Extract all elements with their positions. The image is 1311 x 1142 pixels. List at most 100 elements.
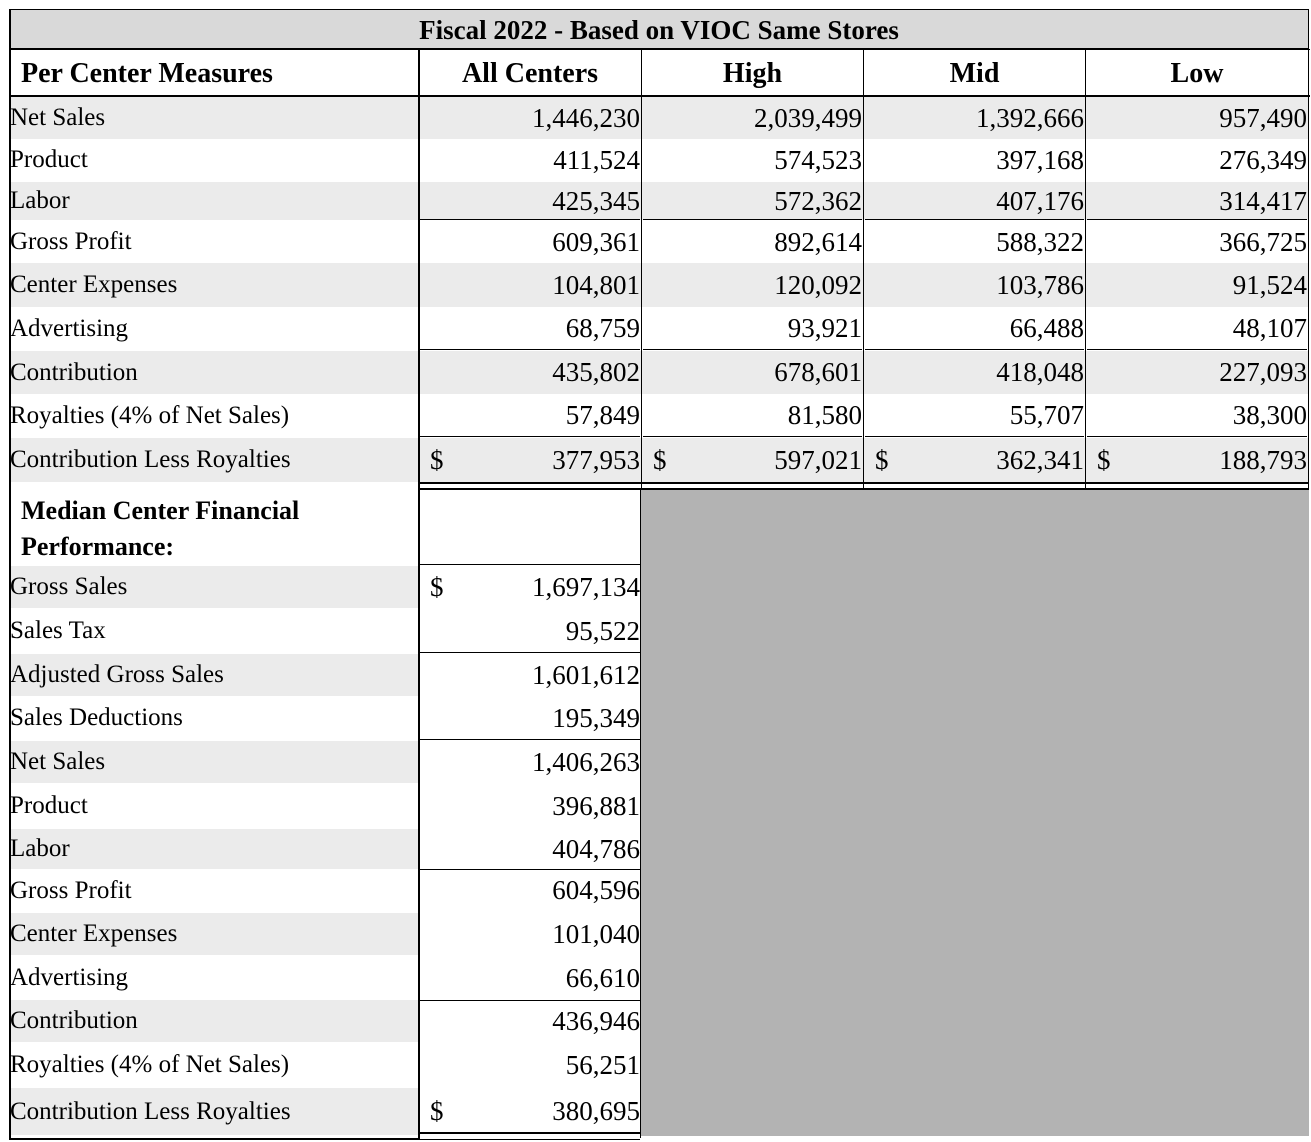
currency-symbol: $	[430, 572, 444, 602]
table-cell-value: 597,021	[774, 445, 862, 475]
row-shade	[11, 263, 1309, 307]
row-label: Product	[10, 792, 88, 819]
row-label: Advertising	[10, 964, 129, 991]
row-shade	[11, 438, 1309, 482]
grid-line	[643, 436, 862, 437]
header-col-mid: Mid	[949, 58, 1000, 89]
row-shade	[11, 566, 420, 608]
table-title: Fiscal 2022 - Based on VIOC Same Stores	[9, 9, 1309, 49]
grid-line	[418, 49, 420, 1138]
empty-gray-block	[641, 490, 1309, 1136]
table-cell-value: 892,614	[774, 227, 862, 257]
table-cell-value: 418,048	[996, 357, 1084, 387]
grid-line	[1087, 349, 1307, 350]
grid-line	[1085, 49, 1086, 490]
table-cell-value: 1,446,230	[532, 103, 640, 133]
grid-line	[420, 1139, 640, 1140]
row-label: Labor	[10, 187, 70, 214]
grid-line	[420, 564, 640, 565]
currency-symbol: $	[430, 1096, 444, 1126]
grid-line	[420, 436, 640, 437]
median-section-heading-line2: Performance:	[21, 532, 175, 561]
table-cell-value: 314,417	[1219, 186, 1307, 216]
grid-line	[865, 436, 1084, 437]
table-cell-value: 380,695	[552, 1096, 640, 1126]
table-cell-value: 91,524	[1232, 270, 1307, 300]
table-cell-value: 56,251	[565, 1050, 640, 1080]
row-label: Sales Tax	[10, 617, 106, 644]
grid-line	[9, 49, 1310, 50]
row-label: Contribution	[10, 1007, 138, 1034]
row-label: Contribution	[10, 359, 138, 386]
row-label: Contribution Less Royalties	[10, 446, 291, 473]
table-cell-value: 227,093	[1219, 357, 1307, 387]
table-cell-value: 411,524	[553, 145, 640, 175]
grid-line	[420, 349, 640, 350]
grid-line	[1308, 9, 1309, 490]
row-label: Sales Deductions	[10, 704, 183, 731]
table-cell-value: 95,522	[565, 616, 640, 646]
grid-line	[865, 349, 1084, 350]
row-label: Gross Profit	[10, 228, 132, 255]
table-cell-value: 436,946	[552, 1006, 640, 1036]
row-shade	[11, 182, 1309, 220]
table-cell-value: 38,300	[1232, 400, 1307, 430]
grid-line	[420, 488, 1308, 490]
row-label: Royalties (4% of Net Sales)	[10, 1051, 290, 1078]
row-shade	[11, 351, 1309, 394]
table-cell-value: 1,406,263	[532, 747, 640, 777]
table-cell-value: 572,362	[774, 186, 862, 216]
table-cell-value: 68,759	[565, 313, 640, 343]
table-cell-value: 101,040	[552, 919, 640, 949]
grid-line	[640, 490, 641, 1138]
table-cell-value: 66,610	[565, 963, 640, 993]
grid-line	[420, 482, 1308, 484]
table-cell-value: 678,601	[774, 357, 862, 387]
table-cell-value: 48,107	[1232, 313, 1307, 343]
grid-line	[863, 49, 864, 490]
row-label: Royalties (4% of Net Sales)	[10, 402, 290, 429]
row-shade	[11, 97, 1309, 139]
row-shade	[11, 1088, 420, 1135]
median-section-heading-line1: Median Center Financial	[21, 496, 300, 525]
row-label: Net Sales	[10, 104, 106, 131]
row-label: Gross Sales	[10, 573, 128, 600]
grid-line	[641, 49, 642, 490]
table-cell-value: 396,881	[552, 791, 640, 821]
grid-line	[420, 652, 640, 653]
currency-symbol: $	[653, 445, 667, 475]
row-shade	[11, 654, 420, 696]
table-cell-value: 1,697,134	[532, 572, 640, 602]
table-cell-value: 362,341	[996, 445, 1084, 475]
row-label: Center Expenses	[10, 920, 178, 947]
table-cell-value: 66,488	[1009, 313, 1084, 343]
row-shade	[11, 913, 420, 955]
table-cell-value: 188,793	[1219, 445, 1307, 475]
table-cell-value: 425,345	[552, 186, 640, 216]
table-cell-value: 120,092	[774, 270, 862, 300]
table-cell-value: 1,601,612	[532, 660, 640, 690]
table-cell-value: 55,707	[1009, 400, 1084, 430]
row-label: Advertising	[10, 315, 129, 342]
table-cell-value: 588,322	[996, 227, 1084, 257]
row-label: Gross Profit	[10, 877, 132, 904]
row-label: Labor	[10, 835, 70, 862]
table-cell-value: 57,849	[565, 400, 640, 430]
grid-line	[420, 869, 640, 870]
table-cell-value: 2,039,499	[754, 103, 862, 133]
table-cell-value: 397,168	[996, 145, 1084, 175]
table-cell-value: 377,953	[552, 445, 640, 475]
table-cell-value: 104,801	[552, 270, 640, 300]
grid-line	[865, 219, 1084, 220]
table-cell-value: 103,786	[996, 270, 1084, 300]
table-cell-value: 195,349	[552, 703, 640, 733]
row-label: Product	[10, 146, 88, 173]
header-col-low: Low	[1170, 58, 1224, 89]
table-cell-value: 1,392,666	[976, 103, 1084, 133]
grid-line	[9, 95, 1310, 97]
row-label: Center Expenses	[10, 271, 178, 298]
grid-line	[643, 219, 862, 220]
currency-symbol: $	[430, 445, 444, 475]
row-label: Adjusted Gross Sales	[10, 661, 224, 688]
table-cell-value: 574,523	[774, 145, 862, 175]
